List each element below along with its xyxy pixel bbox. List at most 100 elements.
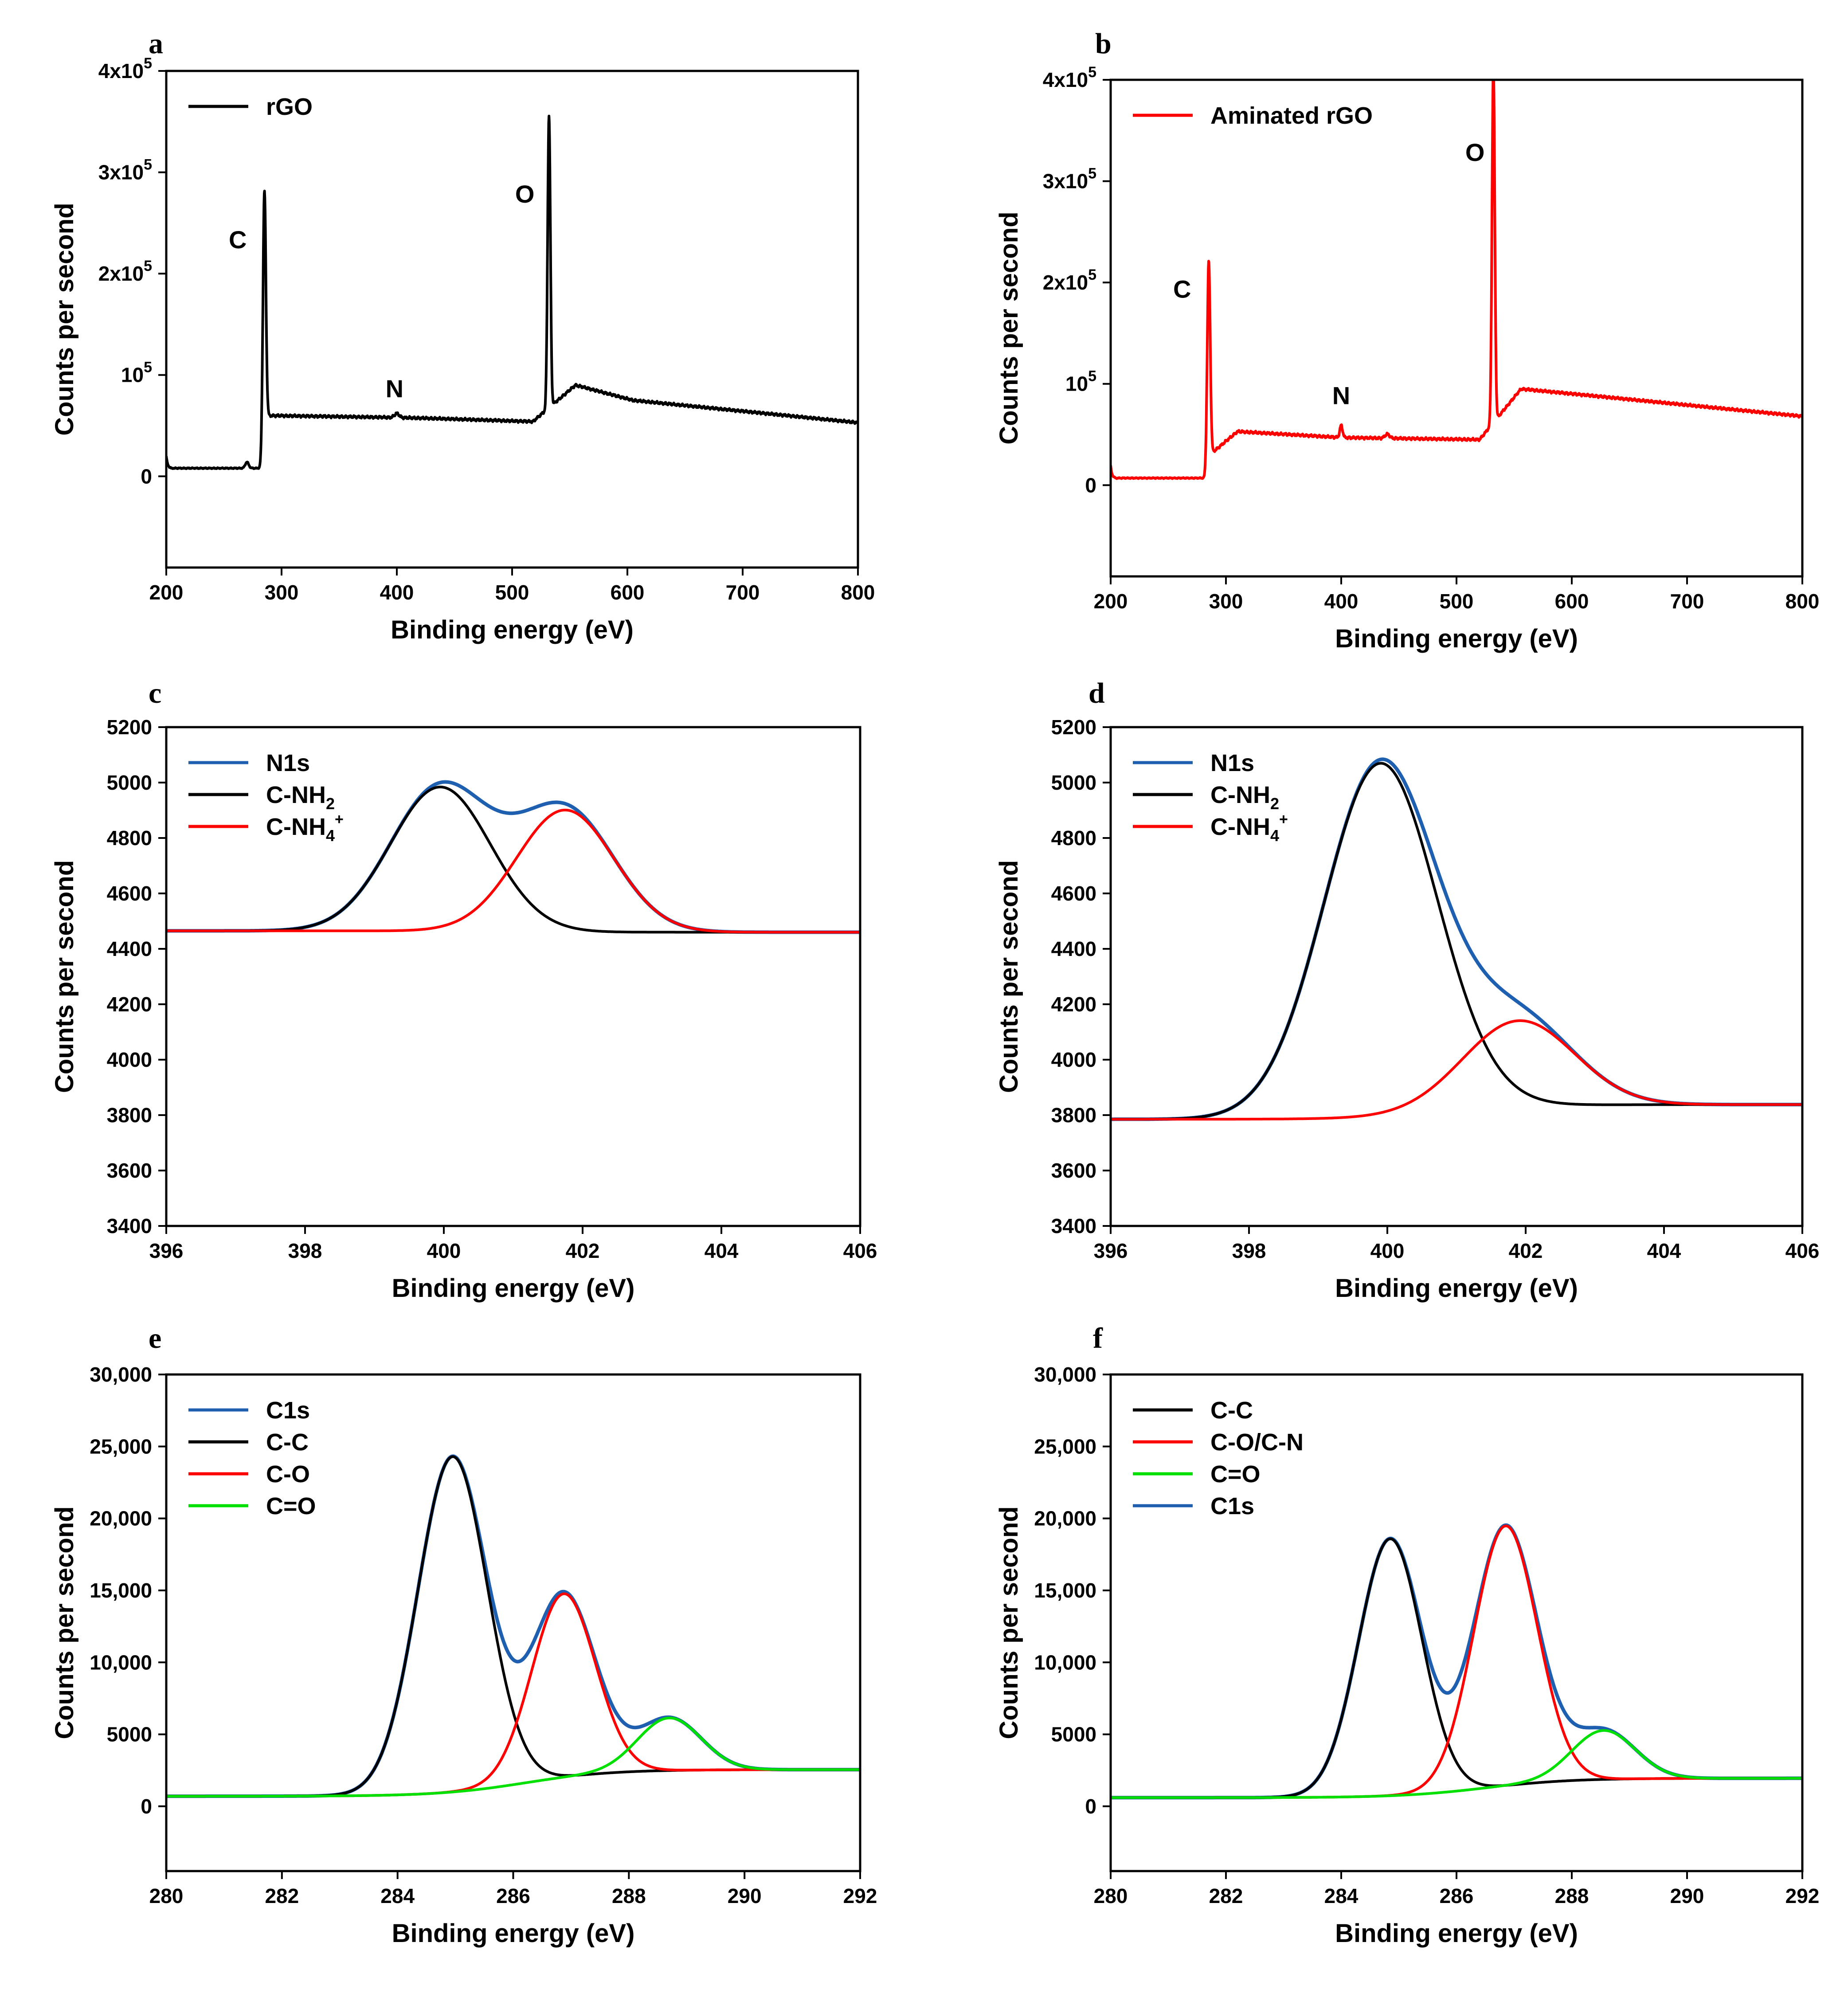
x-tick-label: 396 <box>149 1239 184 1262</box>
panel-letter: c <box>149 677 161 709</box>
y-tick-label: 5200 <box>107 716 152 739</box>
y-tick-label: 4600 <box>1051 882 1096 905</box>
plot-area <box>1111 757 1802 1121</box>
component-line-c-o <box>166 1592 860 1798</box>
x-axis-title: Binding energy (eV) <box>1335 624 1578 653</box>
x-tick-label: 402 <box>1509 1239 1543 1262</box>
legend-label: C-C <box>1210 1397 1253 1424</box>
peak-label: C <box>229 226 247 254</box>
x-tick-label: 400 <box>380 581 414 604</box>
y-tick-label: 3600 <box>107 1159 152 1182</box>
legend-label: C=O <box>1210 1461 1261 1488</box>
peak-label: N <box>1332 381 1350 409</box>
legend-label: C-C <box>266 1429 309 1456</box>
legend: rGO <box>188 94 313 120</box>
envelope-line-c1s <box>1111 1523 1802 1800</box>
y-tick-label: 3800 <box>107 1104 152 1127</box>
y-tick-label: 5000 <box>1051 1723 1096 1746</box>
x-tick-label: 398 <box>1232 1239 1266 1262</box>
y-tick-label: 0 <box>1085 1795 1096 1818</box>
x-tick-label: 500 <box>1440 590 1474 613</box>
plot-area <box>1111 1523 1802 1800</box>
component-line-c-c <box>1111 1537 1802 1799</box>
x-axis-title: Binding energy (eV) <box>392 1919 635 1948</box>
legend: C-C C-O/C-N C=O C1s <box>1133 1397 1304 1519</box>
y-tick-label: 4x105 <box>98 55 152 82</box>
x-tick-label: 200 <box>149 581 184 604</box>
x-tick-label: 280 <box>149 1884 184 1907</box>
component-line-c-o-c-n <box>1111 1524 1802 1799</box>
y-tick-label: 0 <box>141 1795 152 1818</box>
x-tick-label: 396 <box>1094 1239 1128 1262</box>
y-axis-title: Counts per second <box>50 860 79 1093</box>
component-line-c-o <box>166 1716 860 1798</box>
y-tick-label: 3800 <box>1051 1104 1096 1127</box>
plot-area <box>166 780 860 934</box>
y-axis-title: Counts per second <box>994 860 1023 1093</box>
x-tick-label: 700 <box>726 581 760 604</box>
y-tick-label: 25,000 <box>1034 1435 1096 1458</box>
y-tick-label: 4200 <box>1051 993 1096 1016</box>
legend-label: C-O <box>266 1461 310 1488</box>
legend-label: C-NH4+ <box>1210 811 1288 845</box>
y-tick-label: 25,000 <box>90 1435 152 1458</box>
y-tick-label: 4x105 <box>1043 64 1096 91</box>
x-tick-label: 400 <box>1324 590 1359 613</box>
series-line-aminated-rgo <box>1111 80 1802 480</box>
plot-area <box>1111 80 1802 480</box>
panel-letter: f <box>1093 1322 1103 1355</box>
x-tick-label: 402 <box>566 1239 600 1262</box>
x-tick-label: 400 <box>1370 1239 1405 1262</box>
y-tick-label: 5000 <box>1051 771 1096 794</box>
legend-label: C-NH2 <box>266 782 335 813</box>
y-tick-label: 4000 <box>1051 1048 1096 1071</box>
y-tick-label: 105 <box>121 359 152 387</box>
panel-f: f 280 282 284 286 288 290 292 0 5000 10,000 15,000 2… <box>994 1322 1819 1948</box>
legend-label: C1s <box>1210 1493 1254 1519</box>
y-axis-title: Counts per second <box>50 1506 79 1739</box>
plot-frame <box>165 726 861 1227</box>
y-tick-label: 10,000 <box>90 1651 152 1674</box>
panel-b: b 200 300 400 500 600 700 800 0 105 2x105 3x105 4x10… <box>994 27 1819 653</box>
x-tick-label: 292 <box>843 1884 877 1907</box>
y-tick-label: 0 <box>1085 474 1096 497</box>
plot-frame <box>1109 726 1804 1227</box>
panel-letter: e <box>149 1322 161 1355</box>
y-tick-label: 2x105 <box>98 258 152 285</box>
legend-label: C-O/C-N <box>1210 1429 1304 1456</box>
y-tick-label: 5000 <box>107 771 152 794</box>
x-tick-label: 406 <box>1785 1239 1820 1262</box>
x-axis-title: Binding energy (eV) <box>1335 1274 1578 1303</box>
y-tick-label: 3x105 <box>1043 165 1096 193</box>
x-tick-label: 800 <box>1785 590 1820 613</box>
panel-letter: b <box>1095 27 1112 60</box>
peak-label: O <box>1465 138 1485 166</box>
legend-label: N1s <box>266 750 310 776</box>
x-axis-title: Binding energy (eV) <box>392 1274 635 1303</box>
panel-c: c 396 398 400 402 404 406 3400 3600 3800 4000 4200 4… <box>50 677 877 1303</box>
panel-letter: a <box>149 27 163 60</box>
x-tick-label: 288 <box>1555 1884 1589 1907</box>
legend-label: C-NH2 <box>1210 782 1279 813</box>
plot-frame <box>165 70 859 569</box>
y-tick-label: 30,000 <box>1034 1363 1096 1386</box>
x-tick-label: 280 <box>1094 1884 1128 1907</box>
y-tick-label: 4400 <box>1051 937 1096 960</box>
y-tick-label: 3400 <box>1051 1214 1096 1237</box>
y-tick-label: 15,000 <box>1034 1579 1096 1602</box>
y-tick-label: 3600 <box>1051 1159 1096 1182</box>
peak-label: O <box>515 180 535 208</box>
panel-letter: d <box>1088 677 1105 709</box>
series-line-rgo <box>166 114 858 470</box>
y-tick-label: 4600 <box>107 882 152 905</box>
plot-frame <box>165 1373 861 1872</box>
legend: C1s C-C C-O C=O <box>188 1397 316 1519</box>
panel-d: d 396 398 400 402 404 406 3400 3600 3800 4000 4200 4… <box>994 677 1819 1303</box>
plot-area <box>166 114 858 470</box>
x-tick-label: 404 <box>1647 1239 1681 1262</box>
legend-label: C-NH4+ <box>266 811 344 845</box>
y-axis-title: Counts per second <box>994 211 1023 444</box>
y-tick-label: 4800 <box>1051 826 1096 850</box>
